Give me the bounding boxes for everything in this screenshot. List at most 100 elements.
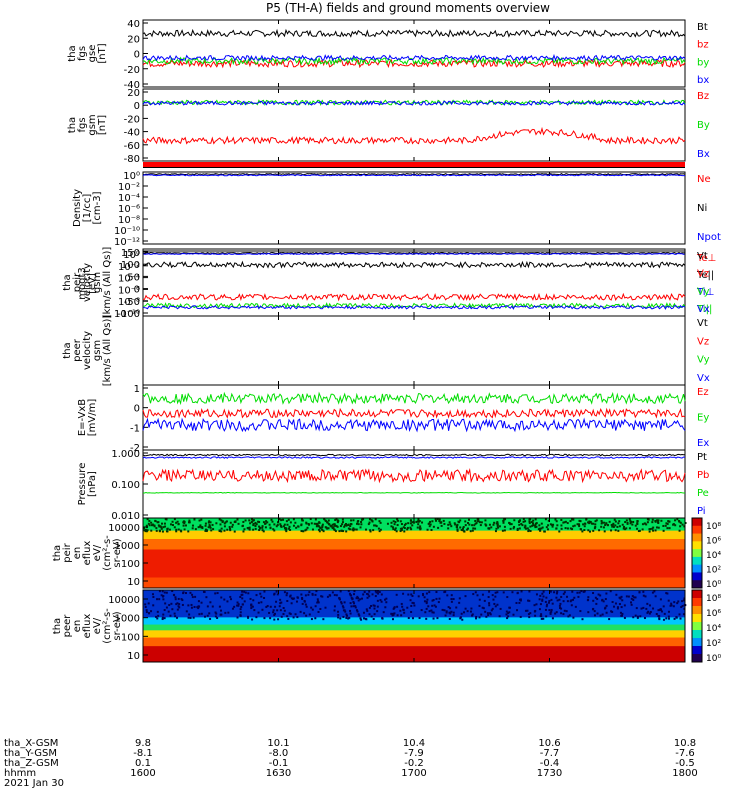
x-axis-value: -7.7 [540,748,560,759]
spectrogram-pixel [593,614,596,617]
spectrogram-pixel [476,594,479,597]
spectrogram-pixel [621,612,624,615]
spectrogram-pixel [204,524,207,527]
spectrogram-pixel [360,520,363,523]
spectrogram-pixel [356,595,359,598]
spectrogram-pixel [629,519,632,522]
spectrogram-pixel [163,522,166,525]
spectrogram-pixel [187,616,190,619]
spectrogram-pixel [333,523,336,526]
spectrogram-pixel [564,527,567,530]
y-axis-label: fgs [77,117,88,132]
legend-entry: Ez [697,387,709,398]
spectrogram-pixel [438,597,441,600]
x-axis-value: 10.4 [403,738,425,749]
y-axis-label: gse [87,45,98,63]
colorbar-tick-label: 10² [706,639,721,649]
spectrogram-pixel [601,598,604,601]
spectrogram-pixel [396,605,399,608]
y-tick-label: -20 [124,65,140,76]
spectrogram-pixel [290,602,293,605]
spectrogram-pixel [208,525,211,528]
spectrogram-pixel [527,599,530,602]
spectrogram-pixel [317,525,320,528]
spectrogram-pixel [683,607,686,610]
spectrogram-band [143,577,685,589]
spectrogram-pixel [230,598,233,601]
spectrogram-pixel [155,529,158,532]
spectrogram-pixel [272,609,275,612]
spectrogram-pixel [529,525,532,528]
spectrogram-pixel [637,530,640,533]
spectrogram-pixel [673,601,676,604]
spectrogram-pixel [644,595,647,598]
x-axis-row-label: 2021 Jan 30 [4,778,64,789]
spectrogram-pixel [461,618,464,621]
spectrogram-pixel [188,613,191,616]
spectrogram-pixel [534,522,537,525]
spectrogram-pixel [502,591,505,594]
spectrogram-pixel [474,519,477,522]
spectrogram-pixel [176,608,179,611]
spectrogram-pixel [301,598,304,601]
spectrogram-pixel [144,603,147,606]
spectrogram-pixel [529,518,532,521]
spectrogram-pixel [197,605,200,608]
spectrogram-pixel [392,528,395,531]
spectrogram-pixel [464,524,467,527]
spectrogram-pixel [344,610,347,613]
spectrogram-pixel [333,605,336,608]
spectrogram-pixel [160,526,163,529]
spectrogram-pixel [308,591,311,594]
spectrogram-pixel [628,518,631,521]
spectrogram-pixel [371,593,374,596]
spectrogram-pixel [279,602,282,605]
spectrogram-pixel [273,618,276,621]
spectrogram-pixel [333,609,336,612]
spectrogram-pixel [600,525,603,528]
spectrogram-pixel [494,591,497,594]
spectrogram-pixel [407,617,410,620]
spectrogram-pixel [593,527,596,530]
spectrogram-pixel [252,528,255,531]
spectrogram-pixel [156,610,159,613]
spectrogram-pixel [352,600,355,603]
spectrogram-pixel [480,613,483,616]
spectrogram-pixel [150,521,153,524]
spectrogram-pixel [214,611,217,614]
spectrogram-pixel [341,605,344,608]
spectrogram-pixel [322,530,325,533]
spectrogram-pixel [454,523,457,526]
spectrogram-pixel [516,609,519,612]
spectrogram-pixel [347,527,350,530]
spectrogram-pixel [503,529,506,532]
spectrogram-pixel [236,601,239,604]
spectrogram-pixel [231,525,234,528]
spectrogram-pixel [276,609,279,612]
spectrogram-pixel [169,614,172,617]
spectrogram-pixel [349,602,352,605]
spectrogram-pixel [652,607,655,610]
spectrogram-pixel [492,523,495,526]
y-tick-label: 20 [127,34,140,45]
spectrogram-pixel [621,599,624,602]
spectrogram-pixel [545,615,548,618]
spectrogram-pixel [176,616,179,619]
spectrogram-pixel [399,609,402,612]
spectrogram-pixel [560,612,563,615]
spectrogram-pixel [509,523,512,526]
spectrogram-pixel [190,606,193,609]
spectrogram-pixel [587,596,590,599]
spectrogram-pixel [484,610,487,613]
spectrogram-pixel [362,593,365,596]
spectrogram-pixel [570,599,573,602]
spectrogram-pixel [634,596,637,599]
spectrogram-pixel [579,610,582,613]
colorbar-tick-label: 10⁴ [706,624,721,634]
spectrogram-pixel [506,617,509,620]
panel-frame [142,315,686,386]
spectrogram-pixel [321,595,324,598]
spectrogram-pixel [286,615,289,618]
series-line-bz [142,126,686,145]
